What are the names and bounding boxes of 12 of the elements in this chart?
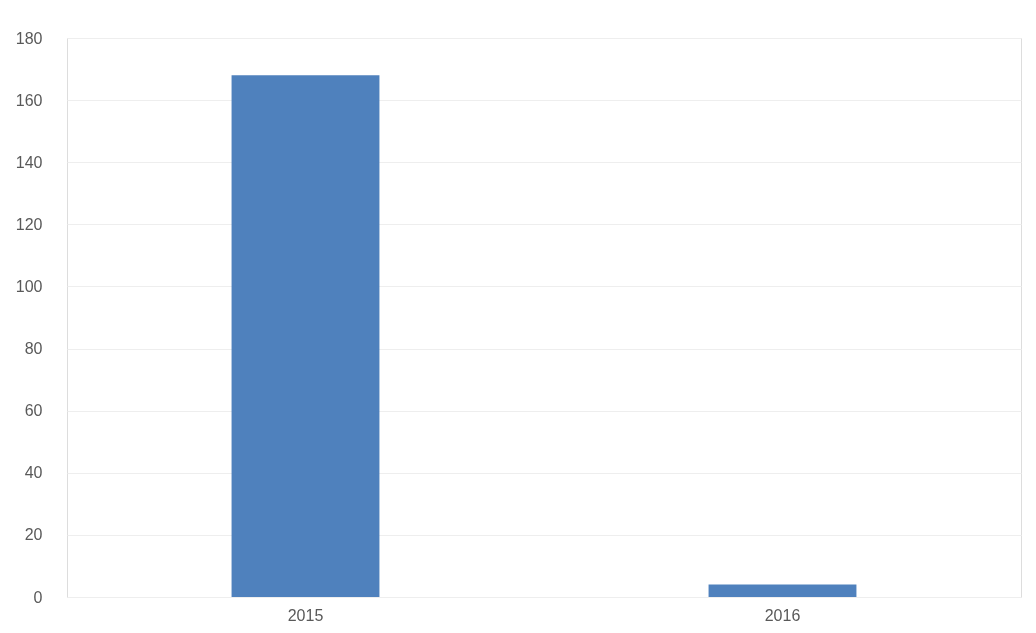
y-tick-label: 120: [15, 215, 43, 233]
y-tick-label: 60: [24, 402, 43, 420]
y-tick-label: 140: [15, 153, 43, 171]
x-tick-label: 2015: [287, 606, 324, 624]
y-tick-label: 160: [15, 91, 43, 109]
y-tick-label: 40: [24, 464, 43, 482]
x-tick-label: 2016: [764, 606, 801, 624]
y-tick-label: 100: [15, 277, 43, 295]
y-tick-label: 20: [24, 526, 43, 544]
y-tick-label: 80: [24, 340, 43, 358]
y-tick-label: 0: [33, 588, 43, 606]
y-tick-label: 180: [15, 29, 43, 47]
